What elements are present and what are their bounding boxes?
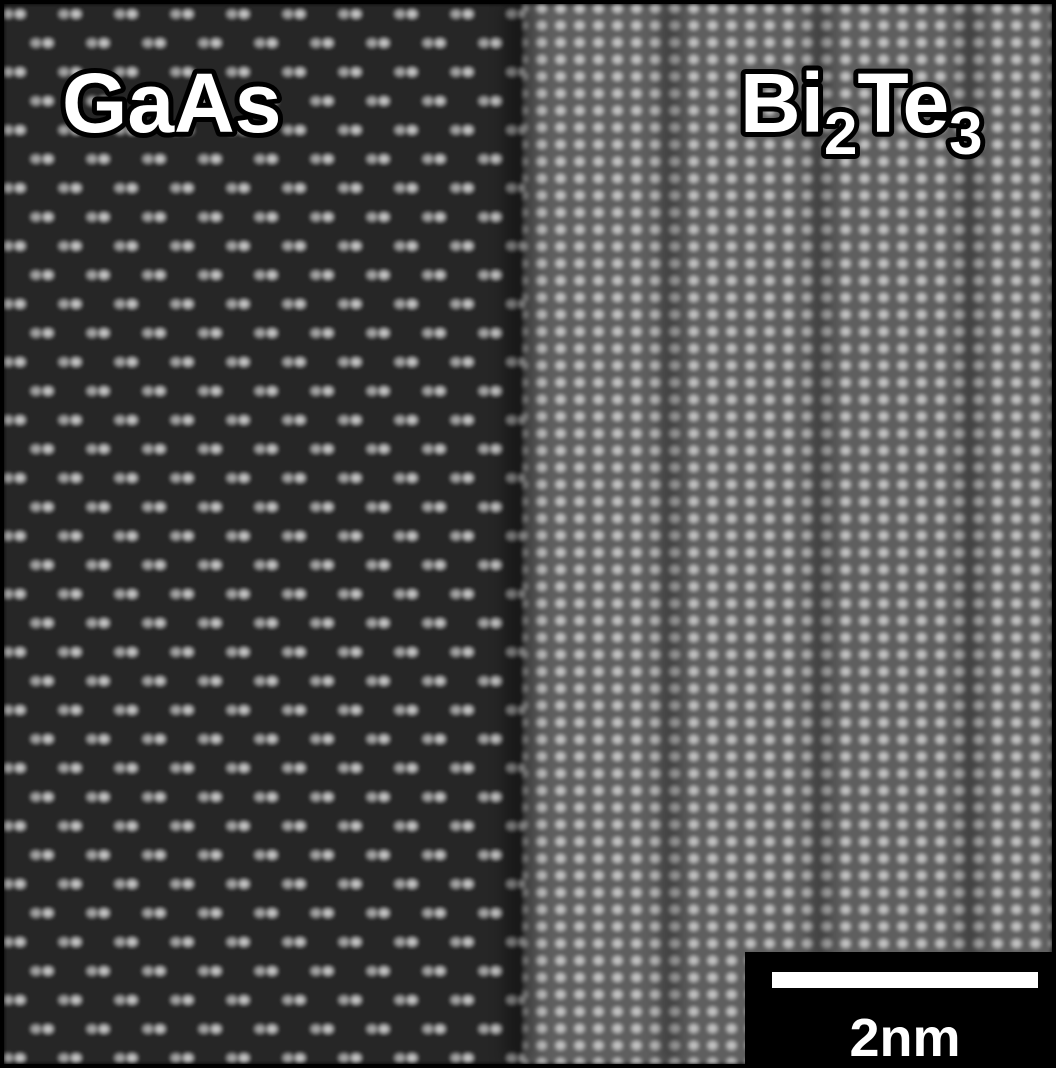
micrograph: GaAs Bi2Te3 2nm [0, 0, 1056, 1068]
formula-part: Te [857, 56, 949, 150]
formula-subscript: 2 [824, 100, 857, 167]
scale-bar-label: 2nm [849, 1008, 960, 1068]
formula-part: Bi [740, 56, 824, 150]
formula-subscript: 3 [949, 100, 982, 167]
gaas-label: GaAs [62, 56, 281, 150]
scale-bar [772, 972, 1038, 988]
